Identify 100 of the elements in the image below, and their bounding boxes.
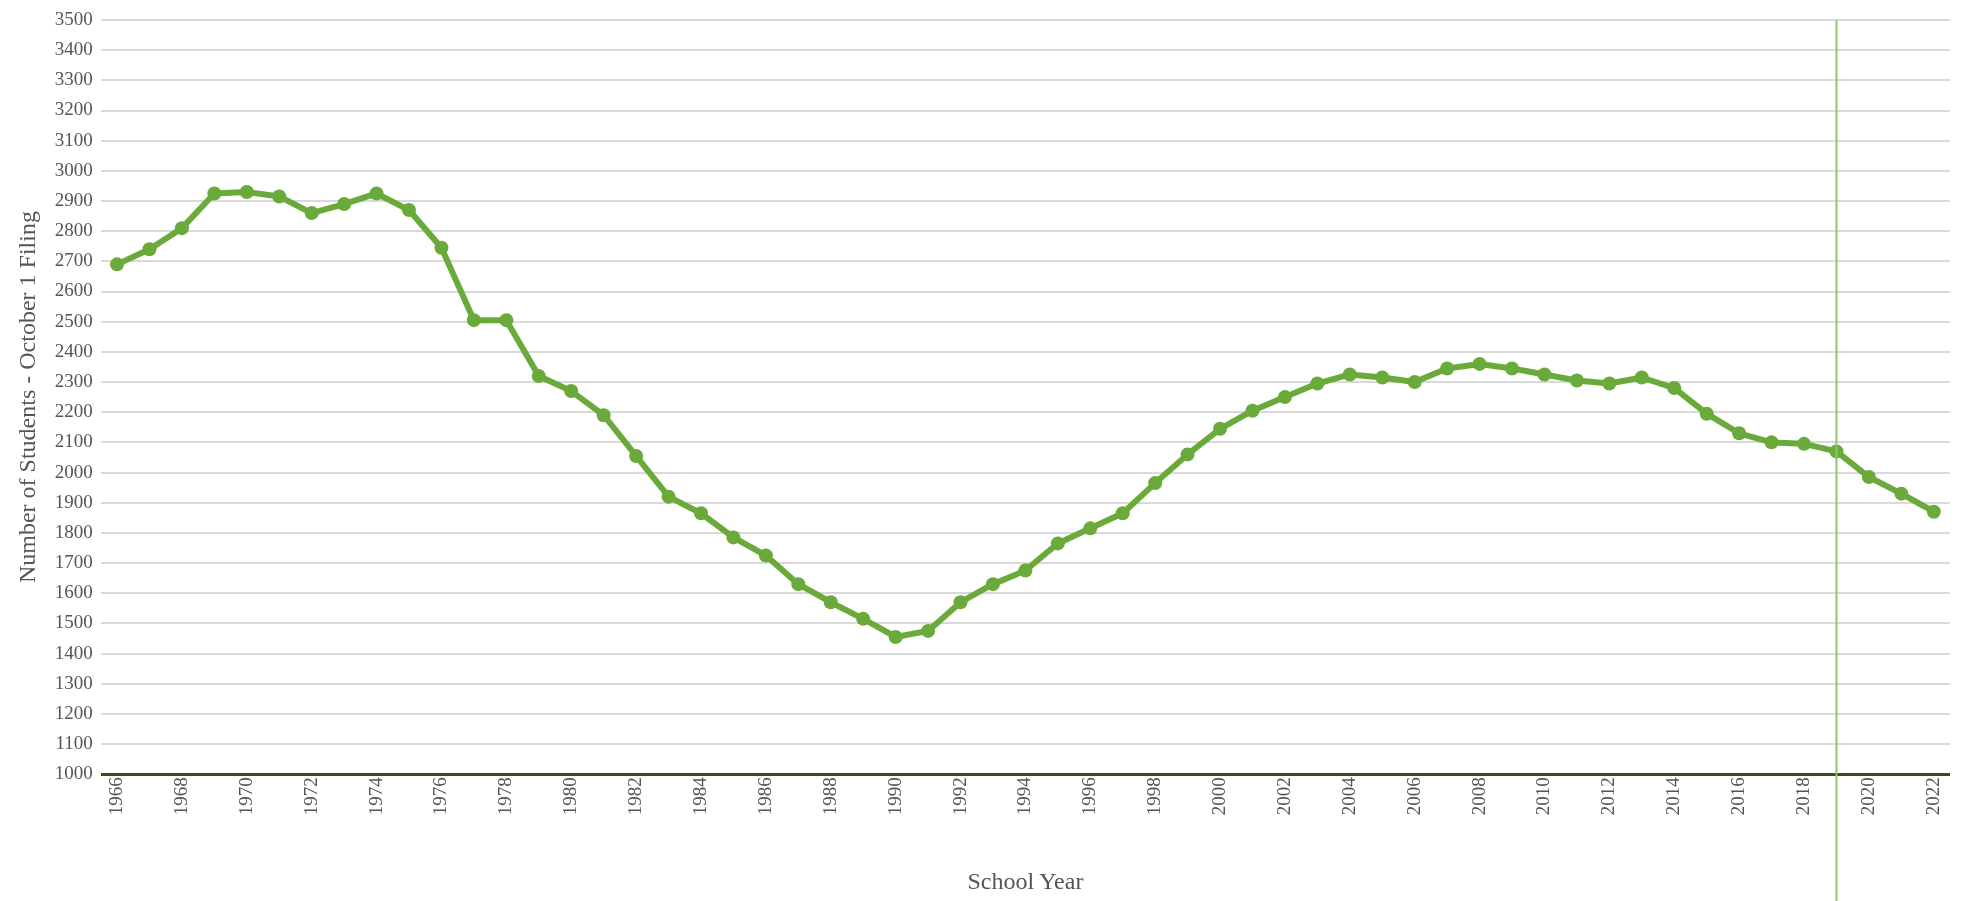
point — [1407, 375, 1422, 390]
x-tick-label: 1982 — [624, 777, 646, 816]
point — [1797, 436, 1812, 451]
y-tick-label: 3400 — [54, 38, 93, 60]
point — [466, 313, 481, 328]
x-tick-label: 1996 — [1078, 777, 1100, 816]
point — [1245, 403, 1260, 418]
point — [110, 257, 125, 272]
x-tick-label: 1970 — [234, 777, 256, 816]
x-tick-label: 2022 — [1921, 777, 1943, 816]
point — [1375, 370, 1390, 385]
point — [1861, 470, 1876, 485]
point — [856, 611, 871, 626]
x-tick-label: 1972 — [299, 777, 321, 816]
y-tick-label: 1500 — [54, 611, 93, 633]
x-tick-label: 1974 — [364, 776, 386, 816]
point — [499, 313, 514, 328]
point — [402, 203, 416, 218]
x-tick-label: 1980 — [559, 777, 581, 816]
y-tick-label: 2000 — [54, 460, 93, 482]
y-tick-label: 3500 — [54, 7, 93, 29]
x-tick-label: 1978 — [494, 777, 516, 816]
point — [921, 623, 936, 638]
point — [726, 530, 741, 545]
point — [1926, 504, 1941, 519]
point — [1213, 421, 1228, 436]
point — [564, 384, 579, 399]
x-tick-label: 1976 — [429, 777, 451, 816]
point — [1115, 506, 1130, 521]
y-tick-label: 2700 — [54, 249, 93, 271]
point — [758, 548, 773, 563]
y-axis-title: Number of Students - October 1 Filing — [13, 211, 40, 584]
y-tick-label: 3200 — [54, 98, 93, 120]
point — [1537, 367, 1552, 382]
x-tick-label: 2020 — [1856, 777, 1878, 816]
y-tick-label: 1800 — [54, 520, 93, 542]
y-tick-label: 2800 — [54, 219, 93, 241]
x-tick-label: 2008 — [1467, 777, 1489, 816]
x-tick-label: 1966 — [105, 777, 127, 816]
x-tick-label: 1988 — [818, 777, 840, 816]
y-tick-label: 3100 — [54, 128, 93, 150]
point — [888, 629, 903, 644]
point — [1732, 426, 1747, 441]
point — [174, 221, 189, 236]
y-tick-label: 1900 — [54, 490, 93, 512]
y-tick-label: 3000 — [54, 158, 93, 180]
point — [629, 448, 644, 463]
x-tick-label: 2000 — [1208, 777, 1230, 816]
point — [304, 206, 319, 221]
y-tick-label: 2200 — [54, 400, 93, 422]
x-tick-label: 2006 — [1402, 777, 1424, 816]
point — [985, 577, 1000, 592]
y-tick-label: 2500 — [54, 309, 93, 331]
point — [1569, 373, 1584, 388]
point — [1083, 521, 1098, 536]
point — [369, 186, 384, 201]
point — [823, 595, 838, 610]
point — [1699, 406, 1714, 421]
y-tick-label: 1000 — [54, 762, 93, 784]
x-tick-label: 2018 — [1791, 777, 1813, 816]
point — [1342, 367, 1357, 382]
y-tick-label: 2400 — [54, 339, 93, 361]
point — [1472, 356, 1487, 371]
point — [1440, 361, 1455, 376]
x-tick-label: 2004 — [1337, 776, 1359, 816]
point — [1602, 376, 1617, 391]
point — [142, 242, 157, 257]
x-tick-label: 2002 — [1272, 777, 1294, 816]
point — [1148, 476, 1163, 491]
y-tick-label: 2100 — [54, 430, 93, 452]
point — [434, 240, 449, 255]
point — [207, 186, 222, 201]
point — [1180, 447, 1195, 462]
point — [1894, 486, 1909, 501]
y-tick-label: 2300 — [54, 370, 93, 391]
x-tick-label: 2014 — [1662, 776, 1684, 816]
point — [1310, 376, 1325, 391]
point — [1277, 390, 1292, 405]
point — [693, 506, 708, 521]
x-tick-label: 1986 — [753, 777, 775, 816]
y-tick-label: 1600 — [54, 581, 93, 603]
point — [1764, 435, 1779, 450]
x-tick-label: 1994 — [1013, 776, 1035, 816]
point — [953, 595, 968, 610]
point — [272, 189, 287, 204]
point — [1505, 361, 1520, 376]
x-tick-label: 1968 — [169, 777, 191, 816]
y-tick-label: 1200 — [54, 701, 93, 723]
x-tick-label: 1984 — [688, 776, 710, 816]
point — [337, 197, 352, 212]
y-tick-label: 1700 — [54, 551, 93, 573]
x-tick-label: 1998 — [1143, 777, 1165, 816]
point — [239, 184, 254, 199]
point — [791, 577, 806, 592]
y-tick-label: 3300 — [54, 68, 93, 90]
y-tick-label: 1400 — [54, 641, 93, 663]
y-tick-label: 1100 — [55, 732, 93, 754]
x-tick-label: 2016 — [1727, 777, 1749, 816]
point — [1667, 381, 1682, 396]
y-tick-label: 2600 — [54, 279, 93, 301]
